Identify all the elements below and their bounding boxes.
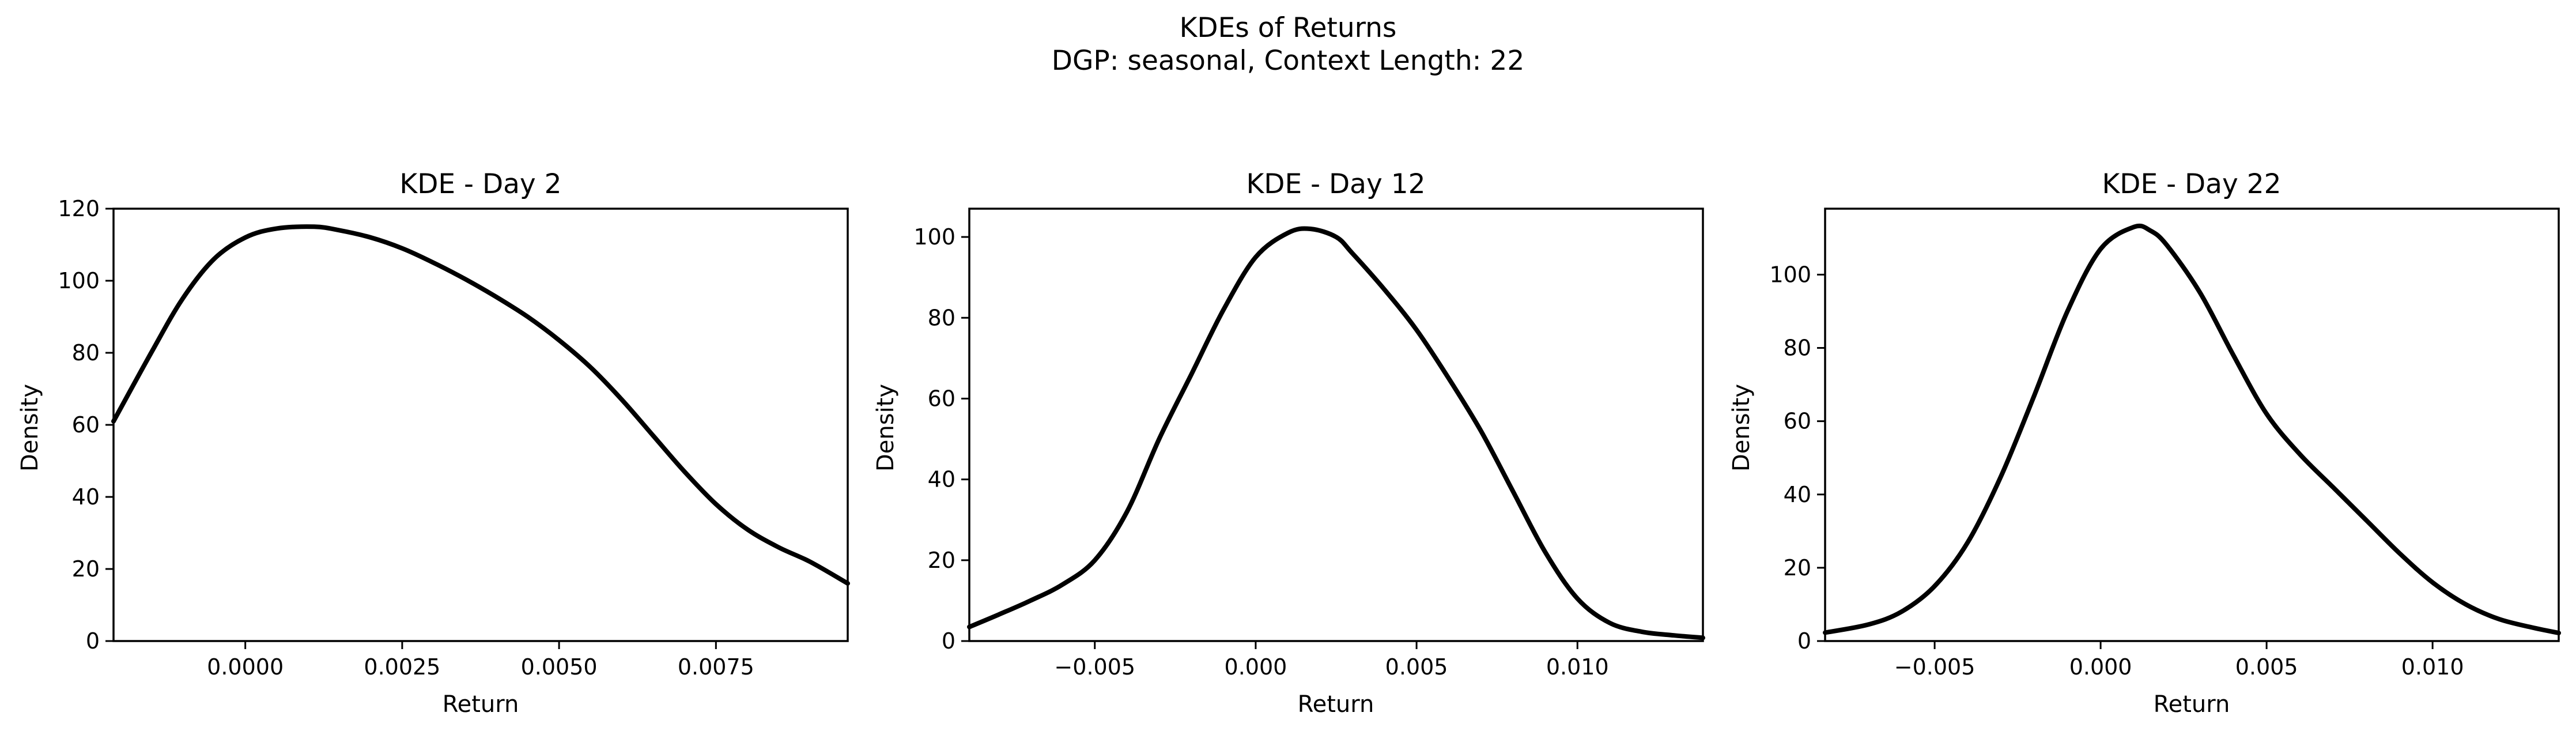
x-tick-label: 0.000: [1225, 654, 1287, 680]
y-tick-label: 40: [1784, 482, 1811, 507]
x-tick-label: −0.005: [1054, 654, 1135, 680]
y-tick-label: 0: [942, 628, 955, 654]
y-axis-label: Density: [17, 384, 43, 472]
plot-frame: [968, 208, 1704, 642]
y-tick-label: 60: [72, 412, 100, 438]
plot-frame: [112, 208, 849, 642]
y-tick-label: 80: [928, 305, 955, 330]
y-tick-label: 0: [1797, 628, 1811, 654]
x-tick-label: 0.005: [2235, 654, 2298, 680]
y-tick-label: 80: [72, 340, 100, 365]
figure-title: KDEs of Returns: [1180, 12, 1397, 44]
y-tick-label: 120: [58, 196, 100, 221]
y-tick-label: 100: [58, 268, 100, 293]
y-tick-label: 0: [86, 628, 100, 654]
y-tick-label: 60: [1784, 409, 1811, 434]
kde-panel-day-22: KDE - Day 22 Return Density −0.005 0.000 0…: [1728, 168, 2561, 718]
y-tick-label: 20: [1784, 555, 1811, 581]
x-tick-label: 0.0025: [364, 654, 440, 680]
y-axis-label: Density: [1728, 384, 1755, 472]
x-tick-label: 0.010: [2401, 654, 2464, 680]
y-axis-label: Density: [872, 384, 899, 472]
x-tick-label: 0.0050: [521, 654, 598, 680]
tick-group: −0.005 0.000 0.005 0.010 0 20 40 60 80 100: [913, 224, 1608, 680]
x-tick-label: −0.005: [1894, 654, 1976, 680]
y-tick-label: 100: [913, 224, 955, 250]
x-tick-label: 0.000: [2069, 654, 2132, 680]
kde-line-day-12: [967, 226, 1705, 640]
x-tick-label: 0.0000: [207, 654, 284, 680]
kde-line-day-22: [1823, 223, 2561, 635]
kde-panel-day-2: KDE - Day 2 Return Density 0.0000 0.0025 0…: [17, 168, 850, 718]
panel-title: KDE - Day 22: [2102, 168, 2281, 200]
y-tick-label: 80: [1784, 336, 1811, 361]
figure-subtitle: DGP: seasonal, Context Length: 22: [1052, 45, 1524, 77]
x-tick-label: 0.005: [1385, 654, 1448, 680]
panel-title: KDE - Day 12: [1246, 168, 1425, 200]
y-tick-label: 100: [1769, 262, 1811, 287]
y-tick-label: 40: [72, 484, 100, 510]
kde-panel-day-12: KDE - Day 12 Return Density −0.005 0.000 0…: [872, 168, 1705, 718]
y-tick-label: 20: [928, 548, 955, 573]
y-tick-label: 60: [928, 386, 955, 411]
y-tick-label: 40: [928, 467, 955, 492]
tick-group: −0.005 0.000 0.005 0.010 0 20 40 60 80 100: [1769, 262, 2464, 680]
x-tick-label: 0.0075: [678, 654, 754, 680]
x-axis-label: Return: [1298, 691, 1374, 718]
panel-title: KDE - Day 2: [399, 168, 561, 200]
kde-line-day-2: [111, 224, 850, 586]
x-tick-label: 0.010: [1546, 654, 1609, 680]
plot-frame: [1824, 208, 2560, 642]
y-tick-label: 20: [72, 556, 100, 582]
x-axis-label: Return: [443, 691, 519, 718]
tick-group: 0.0000 0.0025 0.0050 0.0075 0 20 40 60 80 100 120: [58, 196, 754, 680]
x-axis-label: Return: [2154, 691, 2230, 718]
